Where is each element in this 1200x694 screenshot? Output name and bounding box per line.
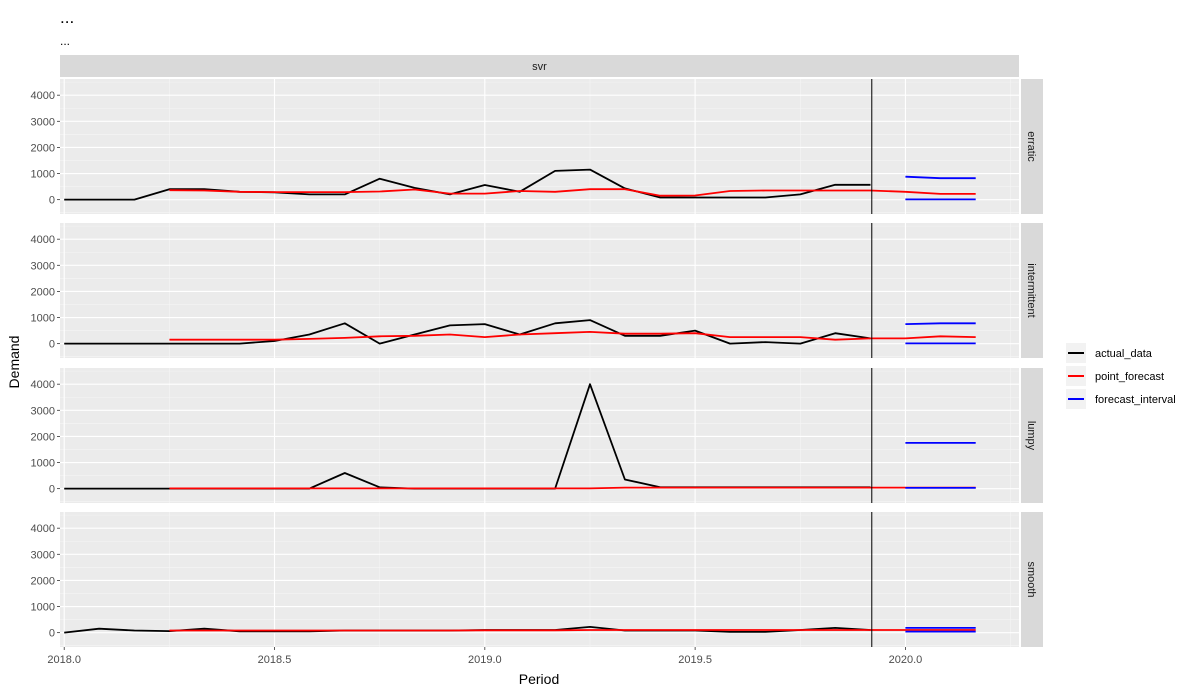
panel-background <box>60 512 1019 647</box>
facet-strip-right <box>1021 512 1043 647</box>
legend-label-point_forecast: point_forecast <box>1095 371 1164 383</box>
facet-strip-right <box>1021 223 1043 358</box>
y-tick-label: 1000 <box>31 458 55 470</box>
legend-label-actual_data: actual_data <box>1095 348 1153 360</box>
y-tick-label: 4000 <box>31 90 55 102</box>
panel-background <box>60 223 1019 358</box>
x-tick-label: 2018.5 <box>258 654 292 666</box>
y-tick-label: 4000 <box>31 234 55 246</box>
series-forecast-interval-upper <box>905 322 976 325</box>
x-tick-label: 2018.0 <box>47 654 81 666</box>
panel-background <box>60 79 1019 214</box>
x-tick-label: 2020.0 <box>889 654 923 666</box>
y-tick-label: 2000 <box>31 286 55 298</box>
series-point-forecast <box>169 486 976 490</box>
y-tick-label: 1000 <box>31 169 55 181</box>
y-tick-label: 3000 <box>31 405 55 417</box>
facet-panel-intermittent: 0 1000 2000 3000 4000 intermittent <box>31 223 1043 358</box>
y-tick-label: 0 <box>49 339 55 351</box>
series-point-forecast <box>169 331 976 341</box>
series-actual-data <box>64 319 871 345</box>
facet-strip-label-intermittent: intermittent <box>1025 263 1037 317</box>
x-tick-label: 2019.0 <box>468 654 502 666</box>
y-axis-title: Demand <box>6 336 22 389</box>
series-forecast-interval-upper <box>905 175 976 180</box>
x-axis-title: Period <box>519 671 559 687</box>
facet-strip-label-lumpy: lumpy <box>1025 421 1037 451</box>
y-tick-label: 4000 <box>31 523 55 535</box>
y-tick-label: 4000 <box>31 379 55 391</box>
series-actual-data <box>64 168 871 201</box>
y-tick-label: 1000 <box>31 602 55 614</box>
series-point-forecast <box>169 188 976 197</box>
chart-title: ... <box>60 8 74 27</box>
y-tick-label: 2000 <box>31 142 55 154</box>
y-tick-label: 2000 <box>31 431 55 443</box>
x-tick-label: 2019.5 <box>678 654 712 666</box>
y-tick-label: 0 <box>49 628 55 640</box>
facet-panel-lumpy: 0 1000 2000 3000 4000 lumpy <box>31 368 1043 503</box>
y-tick-label: 3000 <box>31 116 55 128</box>
facet-strip-right <box>1021 368 1043 503</box>
facet-strip-top <box>60 55 1019 77</box>
y-tick-label: 0 <box>49 484 55 496</box>
legend-label-forecast_interval: forecast_interval <box>1095 394 1176 406</box>
legend: actual_data point_forecast forecast_interv… <box>1066 343 1176 409</box>
panel-background <box>60 368 1019 503</box>
y-tick-label: 0 <box>49 195 55 207</box>
y-tick-label: 3000 <box>31 260 55 272</box>
facet-strip-label-smooth: smooth <box>1025 561 1037 597</box>
facet-panel-smooth: 0 1000 2000 3000 4000 smooth <box>31 512 1043 647</box>
y-tick-label: 3000 <box>31 549 55 561</box>
x-axis: 2018.0 2018.5 2019.0 2019.5 2020.0 <box>47 647 922 666</box>
facet-panels: svr 0 1000 2000 3000 4000 erratic 0 1000 2000 3000… <box>31 55 1043 647</box>
facet-strip-right <box>1021 79 1043 214</box>
y-tick-label: 2000 <box>31 575 55 587</box>
series-point-forecast <box>169 629 976 632</box>
y-tick-label: 1000 <box>31 313 55 325</box>
facet-strip-label-erratic: erratic <box>1025 131 1037 162</box>
facet-panel-erratic: 0 1000 2000 3000 4000 erratic <box>31 79 1043 214</box>
chart-subtitle: ... <box>60 34 70 48</box>
facet-strip-top-label: svr <box>532 61 547 73</box>
